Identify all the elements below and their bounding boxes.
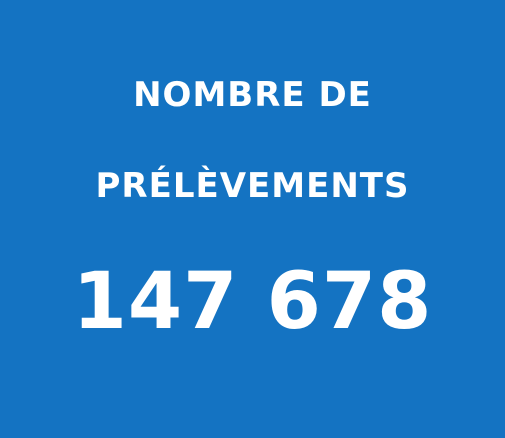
stat-label-line-2: PRÉLÈVEMENTS: [95, 166, 410, 206]
stat-value: 147 678: [72, 257, 433, 347]
stat-label-line-1: NOMBRE DE: [133, 75, 372, 115]
